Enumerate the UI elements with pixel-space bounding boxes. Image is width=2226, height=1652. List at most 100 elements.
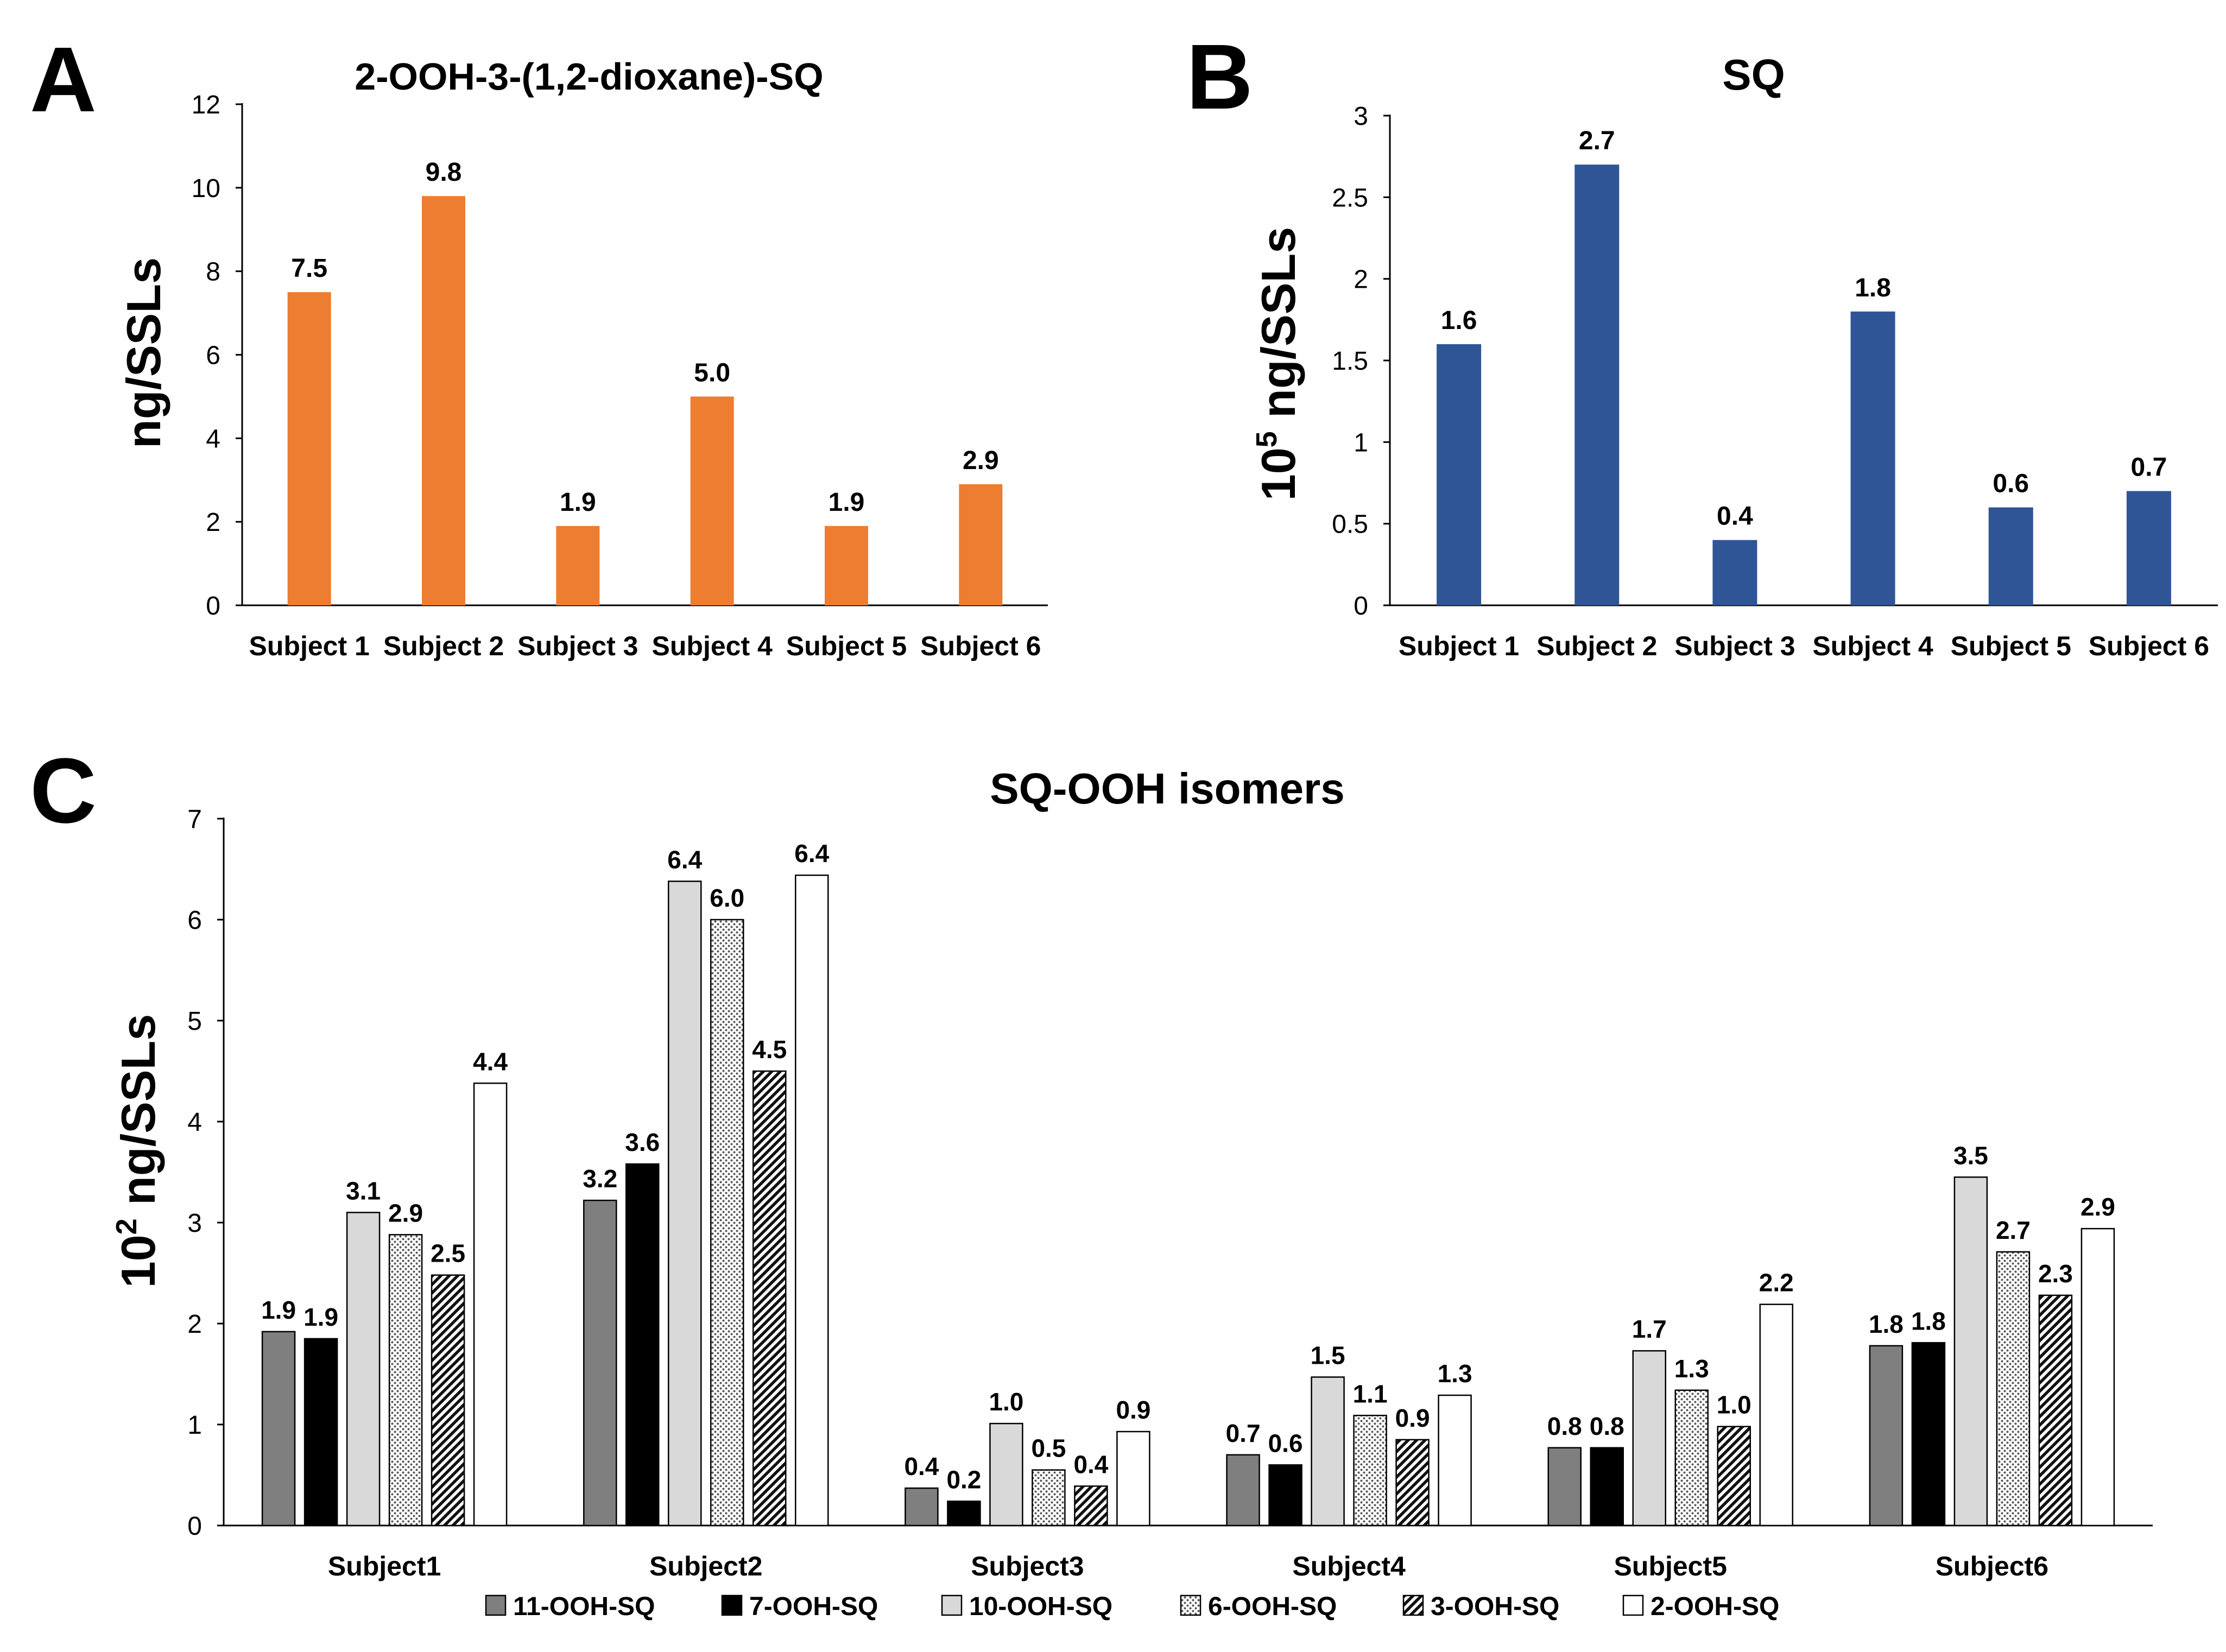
chart-b-x-tick-label: Subject 3 xyxy=(1674,631,1795,661)
chart-c-data-label: 6.0 xyxy=(710,884,744,912)
chart-c-bar xyxy=(625,1163,660,1527)
legend-label: 3-OOH-SQ xyxy=(1431,1592,1559,1621)
chart-a-y-tick-label: 6 xyxy=(206,341,220,370)
chart-c-data-label: 0.4 xyxy=(904,1452,939,1480)
chart-a-bar xyxy=(287,292,331,605)
chart-a-data-label: 1.9 xyxy=(560,488,596,517)
chart-b-title: SQ xyxy=(1722,50,1785,99)
chart-c-x-tick-label: Subject2 xyxy=(649,1551,762,1581)
chart-a-x-tick-label: Subject 6 xyxy=(920,631,1041,661)
legend-label: 10-OOH-SQ xyxy=(969,1592,1112,1621)
chart-b-data-label: 1.8 xyxy=(1855,274,1891,302)
chart-c-data-label: 4.5 xyxy=(752,1035,787,1064)
chart-b-ylabel: 105 ng/SSLs xyxy=(1250,227,1305,501)
chart-c-data-label: 0.7 xyxy=(1226,1419,1261,1447)
chart-b-x-tick-label: Subject 2 xyxy=(1536,631,1657,661)
chart-c-bar xyxy=(1547,1447,1582,1527)
chart-c-bar xyxy=(1759,1303,1793,1527)
chart-b-y-tick-label: 1 xyxy=(1354,428,1368,457)
chart-c-data-label: 1.0 xyxy=(989,1388,1023,1416)
chart-b-data-label: 2.7 xyxy=(1579,126,1615,155)
chart-c-data-label: 6.4 xyxy=(794,839,829,868)
legend-swatch xyxy=(1402,1594,1424,1616)
legend-swatch xyxy=(941,1594,963,1616)
chart-c-bar xyxy=(473,1083,508,1527)
chart-c-data-label: 1.9 xyxy=(303,1303,338,1331)
chart-c-data-label: 1.8 xyxy=(1869,1310,1904,1338)
chart-c-data-label: 2.3 xyxy=(2038,1259,2073,1288)
legend-label: 7-OOH-SQ xyxy=(749,1592,878,1621)
chart-c-bar xyxy=(752,1070,787,1527)
chart-a-y-tick-label: 8 xyxy=(206,258,220,287)
chart-c-data-label: 0.2 xyxy=(946,1465,981,1493)
chart-a-y-tick-label: 2 xyxy=(206,508,220,537)
chart-c-data-label: 0.4 xyxy=(1073,1450,1108,1478)
legend-swatch xyxy=(485,1594,507,1616)
chart-c-bar xyxy=(1911,1342,1946,1527)
chart-c-bar xyxy=(1074,1485,1108,1527)
chart-c-data-label: 4.4 xyxy=(473,1047,508,1075)
chart-b-data-label: 0.7 xyxy=(2131,453,2167,482)
chart-b-data-label: 1.6 xyxy=(1441,306,1477,335)
chart-b-bar xyxy=(1574,164,1620,605)
chart-panel-a: 2-OOH-3-(1,2-dioxane)-SQ ng/SSLs 0 2 4 6 8 10… xyxy=(117,55,1048,661)
chart-b-y-tick-label: 0 xyxy=(1354,592,1368,621)
chart-a-data-label: 2.9 xyxy=(963,446,999,475)
chart-c-data-label: 3.2 xyxy=(583,1164,617,1193)
chart-panel-b: SQ 105 ng/SSLs 0 0.5 1 1.5 2 2.5 3 1.6 Subject 1… xyxy=(1250,50,2218,661)
chart-c-data-label: 1.7 xyxy=(1632,1315,1667,1343)
legend-swatch xyxy=(1622,1594,1644,1616)
chart-c-bar xyxy=(1032,1469,1066,1527)
chart-c-y-tick-label: 5 xyxy=(187,1007,202,1036)
chart-b-y-tick-label: 0.5 xyxy=(1332,510,1368,539)
chart-c-data-label: 1.1 xyxy=(1353,1379,1388,1408)
chart-c-data-label: 2.9 xyxy=(388,1199,423,1227)
chart-c-bar xyxy=(710,919,744,1527)
chart-b-y-tick-label: 2.5 xyxy=(1332,183,1368,212)
chart-c-data-label: 2.9 xyxy=(2080,1193,2115,1221)
chart-c-data-label: 1.9 xyxy=(261,1296,296,1324)
chart-c-bar xyxy=(1226,1454,1260,1527)
legend-swatch xyxy=(1180,1594,1201,1616)
chart-a-x-tick-label: Subject 3 xyxy=(517,631,638,661)
chart-c-bar xyxy=(2038,1294,2073,1527)
chart-c-data-label: 1.5 xyxy=(1311,1341,1345,1370)
chart-c-bar xyxy=(1395,1439,1430,1527)
chart-a-title: 2-OOH-3-(1,2-dioxane)-SQ xyxy=(355,55,823,98)
chart-c-data-label: 3.5 xyxy=(1953,1141,1988,1169)
chart-b-bar xyxy=(1712,540,1757,605)
chart-c-data-label: 1.3 xyxy=(1438,1359,1472,1388)
chart-c-bar xyxy=(1632,1350,1666,1527)
chart-c-bar xyxy=(905,1487,939,1527)
chart-c-bar xyxy=(1116,1431,1150,1527)
chart-c-bar xyxy=(1674,1389,1709,1527)
chart-b-data-label: 0.6 xyxy=(1993,470,2029,498)
chart-b-y-tick-label: 3 xyxy=(1354,102,1368,131)
chart-c-bar xyxy=(1438,1394,1472,1527)
chart-c-bar xyxy=(947,1501,981,1527)
chart-a-ylabel: ng/SSLs xyxy=(117,257,170,448)
chart-c-x-tick-label: Subject4 xyxy=(1292,1551,1406,1581)
chart-a-x-tick-label: Subject 5 xyxy=(786,631,907,661)
chart-c-y-tick-label: 6 xyxy=(187,906,202,935)
chart-c-x-tick-label: Subject5 xyxy=(1614,1551,1727,1581)
panel-letter-a: A xyxy=(30,28,97,131)
chart-a-data-label: 7.5 xyxy=(291,254,327,283)
chart-b-bar xyxy=(1850,311,1895,605)
legend-label: 11-OOH-SQ xyxy=(513,1592,655,1621)
chart-c-data-label: 1.8 xyxy=(1911,1307,1946,1335)
chart-c-x-tick-label: Subject1 xyxy=(328,1551,441,1581)
chart-c-title: SQ-OOH isomers xyxy=(990,764,1345,813)
chart-c-data-label: 3.1 xyxy=(346,1176,381,1205)
chart-c-data-label: 0.9 xyxy=(1395,1404,1430,1432)
chart-c-data-label: 1.3 xyxy=(1674,1354,1709,1383)
chart-c-legend: 11-OOH-SQ 7-OOH-SQ 10-OOH-SQ 6-OOH-SQ 3-OOH-… xyxy=(485,1592,1779,1621)
chart-c-data-label: 0.9 xyxy=(1116,1396,1150,1424)
chart-b-bar xyxy=(1437,344,1482,605)
panel-letter-c: C xyxy=(30,739,97,843)
chart-c-bar xyxy=(388,1234,423,1527)
chart-c-ylabel: 102 ng/SSLs xyxy=(110,1014,165,1288)
chart-a-y-tick-label: 10 xyxy=(192,174,220,203)
chart-a-bar xyxy=(959,484,1003,605)
